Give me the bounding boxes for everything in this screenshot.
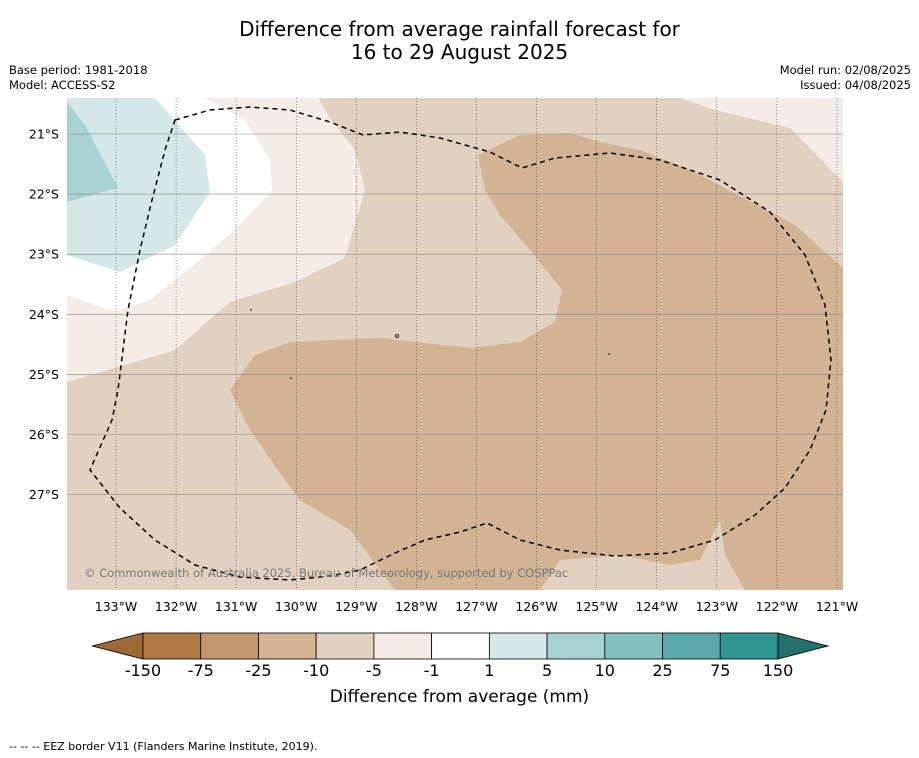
region-west-teal-dark <box>67 102 118 202</box>
colorbar-tick: -25 <box>245 661 271 680</box>
colorbar-segment <box>662 632 721 660</box>
colorbar-tick: -150 <box>125 661 161 680</box>
colorbar-tick: -10 <box>303 661 329 680</box>
colorbar-tick: 1 <box>484 661 494 680</box>
latitude-labels: 21°S 22°S 23°S 24°S 25°S 26°S 27°S <box>29 127 59 503</box>
island-dot <box>608 353 610 355</box>
gridlines <box>67 98 843 590</box>
region-ne-light <box>680 98 843 182</box>
longitude-label: 126°W <box>515 599 557 614</box>
latitude-label: 23°S <box>29 247 59 262</box>
colorbar-label: Difference from average (mm) <box>329 687 590 707</box>
colorbar-segment <box>604 632 663 660</box>
colorbar-segment <box>258 632 317 660</box>
latitude-label: 24°S <box>29 307 59 322</box>
colorbar-segment <box>142 632 202 660</box>
colorbar-tick: -1 <box>424 661 440 680</box>
longitude-label: 123°W <box>696 599 738 614</box>
colorbar-segment <box>719 632 779 660</box>
title-line-2: 16 to 29 August 2025 <box>350 40 569 64</box>
region-central-dark <box>230 133 843 590</box>
base-period-text: Base period: 1981-2018 <box>9 63 148 77</box>
longitude-label: 125°W <box>575 599 617 614</box>
region-west-teal <box>67 98 210 272</box>
colorbar-tick: 75 <box>710 661 730 680</box>
map-regions <box>67 98 843 590</box>
longitude-label: 127°W <box>455 599 497 614</box>
island-dot <box>290 377 292 379</box>
longitude-label: 133°W <box>95 599 137 614</box>
longitude-labels: 133°W 132°W 131°W 130°W 129°W 128°W 127°W 126°W… <box>95 599 858 614</box>
longitude-label: 132°W <box>155 599 197 614</box>
longitude-label: 131°W <box>215 599 257 614</box>
region-sw-light <box>67 530 200 590</box>
longitude-label: 121°W <box>816 599 858 614</box>
colorbar-segment <box>200 632 259 660</box>
longitude-label: 124°W <box>635 599 677 614</box>
meta-left: Base period: 1981-2018 Model: ACCESS-S2 <box>9 63 148 93</box>
island-dot <box>250 309 252 311</box>
colorbar-segment <box>315 632 375 660</box>
longitude-label: 122°W <box>756 599 798 614</box>
model-text: Model: ACCESS-S2 <box>9 78 116 92</box>
colorbar-tick: 10 <box>595 661 615 680</box>
colorbar-extend-left <box>91 632 144 660</box>
map-title: Difference from average rainfall forecas… <box>0 18 919 64</box>
eez-border <box>89 106 832 581</box>
title-line-1: Difference from average rainfall forecas… <box>239 17 680 41</box>
latitude-label: 22°S <box>29 187 59 202</box>
longitude-label: 130°W <box>275 599 317 614</box>
meta-right: Model run: 02/08/2025 Issued: 04/08/2025 <box>780 63 911 93</box>
colorbar-tick: 150 <box>763 661 794 680</box>
latitude-label: 25°S <box>29 367 59 382</box>
longitude-label: 129°W <box>335 599 377 614</box>
eez-legend-text: -- -- -- EEZ border V11 (Flanders Marine… <box>9 740 318 753</box>
colorbar-tick: 5 <box>542 661 552 680</box>
island-dot <box>394 333 399 338</box>
colorbar-tick-labels: -150 -75 -25 -10 -5 -1 1 5 10 25 75 150 <box>125 661 793 680</box>
model-run-text: Model run: 02/08/2025 <box>779 63 911 77</box>
colorbar-segment <box>431 632 490 660</box>
colorbar-tick: -5 <box>366 661 382 680</box>
latitude-label: 27°S <box>29 487 59 502</box>
colorbar-tick: -75 <box>188 661 214 680</box>
colorbar-extend-right <box>777 632 830 660</box>
colorbar <box>91 632 830 660</box>
colorbar-segment <box>546 632 606 660</box>
colorbar-tick: 25 <box>652 661 672 680</box>
colorbar-segment <box>488 632 548 660</box>
colorbar-segment <box>373 632 433 660</box>
issued-text: Issued: 04/08/2025 <box>800 78 911 92</box>
longitude-label: 128°W <box>395 599 437 614</box>
latitude-label: 26°S <box>29 427 59 442</box>
latitude-label: 21°S <box>29 127 59 142</box>
copyright-text: © Commonwealth of Australia 2025, Bureau… <box>84 566 568 580</box>
